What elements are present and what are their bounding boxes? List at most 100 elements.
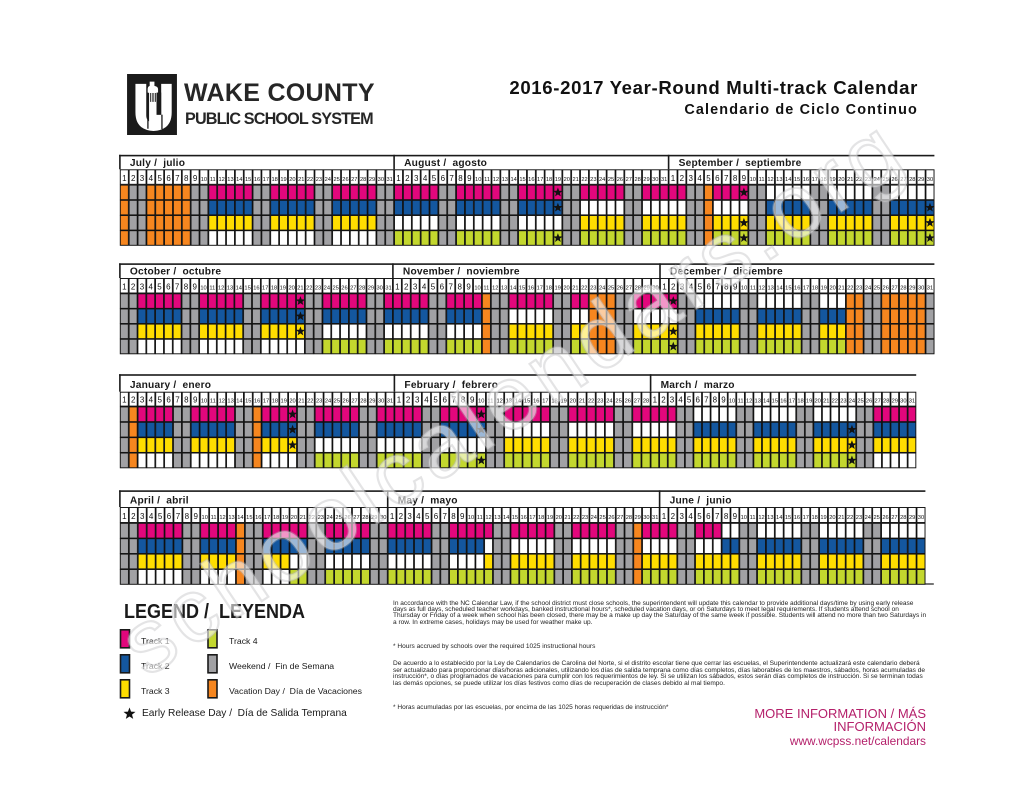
svg-text:21: 21 [298, 399, 304, 405]
svg-text:24: 24 [591, 515, 597, 521]
svg-text:22: 22 [573, 515, 579, 521]
svg-text:15: 15 [519, 177, 525, 183]
svg-text:21: 21 [823, 399, 829, 405]
svg-text:12: 12 [759, 286, 765, 292]
svg-text:11: 11 [759, 177, 765, 183]
svg-text:11: 11 [484, 177, 490, 183]
svg-text:21: 21 [579, 399, 585, 405]
svg-text:27: 27 [350, 286, 356, 292]
svg-text:3: 3 [680, 512, 685, 521]
svg-text:26: 26 [883, 286, 889, 292]
svg-text:7: 7 [704, 396, 709, 405]
svg-text:14: 14 [776, 515, 782, 521]
svg-text:11: 11 [211, 515, 217, 521]
svg-text:16: 16 [255, 515, 261, 521]
svg-text:4: 4 [149, 396, 154, 405]
svg-text:4: 4 [422, 283, 427, 292]
svg-text:9: 9 [470, 396, 475, 405]
svg-text:8: 8 [458, 174, 463, 183]
svg-text:6: 6 [695, 396, 700, 405]
svg-text:4: 4 [149, 174, 154, 183]
svg-text:3: 3 [140, 512, 145, 521]
svg-text:7: 7 [442, 512, 447, 521]
svg-text:30: 30 [378, 399, 384, 405]
svg-text:4: 4 [678, 396, 683, 405]
svg-text:5: 5 [158, 512, 163, 521]
svg-text:31: 31 [387, 399, 393, 405]
svg-text:16: 16 [794, 286, 800, 292]
svg-text:13: 13 [227, 286, 233, 292]
svg-text:23: 23 [856, 515, 862, 521]
svg-text:13: 13 [755, 399, 761, 405]
svg-text:26: 26 [625, 399, 631, 405]
svg-text:12: 12 [746, 399, 752, 405]
svg-text:5: 5 [425, 512, 430, 521]
svg-text:14: 14 [776, 286, 782, 292]
svg-text:18: 18 [538, 515, 544, 521]
svg-text:30: 30 [378, 177, 384, 183]
svg-text:6: 6 [715, 174, 720, 183]
svg-text:4: 4 [416, 512, 421, 521]
svg-text:4: 4 [148, 283, 153, 292]
svg-text:21: 21 [838, 286, 844, 292]
svg-text:20: 20 [291, 515, 297, 521]
svg-text:8: 8 [184, 283, 189, 292]
svg-text:9: 9 [194, 512, 199, 521]
svg-text:11: 11 [209, 286, 215, 292]
svg-text:24: 24 [849, 399, 855, 405]
svg-text:5: 5 [698, 283, 703, 292]
svg-text:30: 30 [377, 286, 383, 292]
svg-text:20: 20 [564, 177, 570, 183]
svg-text:26: 26 [866, 399, 872, 405]
svg-text:8: 8 [457, 283, 462, 292]
svg-text:19: 19 [561, 399, 567, 405]
svg-text:17: 17 [812, 177, 818, 183]
svg-text:24: 24 [606, 399, 612, 405]
svg-text:29: 29 [369, 177, 375, 183]
svg-text:22: 22 [307, 177, 313, 183]
svg-text:26: 26 [617, 286, 623, 292]
svg-text:22: 22 [307, 399, 313, 405]
svg-text:25: 25 [883, 177, 889, 183]
svg-text:7: 7 [452, 396, 457, 405]
svg-text:14: 14 [515, 399, 521, 405]
svg-text:25: 25 [608, 286, 614, 292]
svg-text:25: 25 [857, 399, 863, 405]
svg-text:27: 27 [874, 399, 880, 405]
svg-text:14: 14 [236, 286, 242, 292]
svg-text:24: 24 [865, 515, 871, 521]
svg-text:31: 31 [387, 177, 393, 183]
svg-text:29: 29 [909, 286, 915, 292]
svg-text:22: 22 [847, 286, 853, 292]
svg-text:2: 2 [131, 283, 136, 292]
svg-text:18: 18 [546, 177, 552, 183]
svg-text:3: 3 [140, 396, 145, 405]
svg-text:July / julio: July / julio [130, 158, 185, 169]
svg-text:24: 24 [325, 399, 331, 405]
svg-text:31: 31 [385, 286, 391, 292]
svg-text:10: 10 [750, 177, 756, 183]
svg-text:10: 10 [201, 399, 207, 405]
svg-text:16: 16 [528, 286, 534, 292]
svg-text:28: 28 [360, 399, 366, 405]
svg-text:9: 9 [193, 283, 198, 292]
svg-text:5: 5 [158, 396, 163, 405]
svg-text:30: 30 [380, 515, 386, 521]
svg-text:26: 26 [343, 399, 349, 405]
svg-text:23: 23 [865, 177, 871, 183]
svg-text:1: 1 [395, 283, 400, 292]
svg-text:25: 25 [874, 515, 880, 521]
svg-text:11: 11 [477, 515, 483, 521]
svg-text:August / agosto: August / agosto [404, 158, 487, 169]
svg-text:15: 15 [785, 286, 791, 292]
svg-text:12: 12 [219, 515, 225, 521]
svg-text:13: 13 [227, 399, 233, 405]
svg-text:1: 1 [653, 396, 658, 405]
svg-text:5: 5 [706, 174, 711, 183]
svg-text:18: 18 [272, 177, 278, 183]
svg-text:17: 17 [803, 515, 809, 521]
svg-text:19: 19 [829, 177, 835, 183]
svg-text:17: 17 [263, 399, 269, 405]
svg-text:10: 10 [201, 177, 207, 183]
svg-text:29: 29 [892, 399, 898, 405]
